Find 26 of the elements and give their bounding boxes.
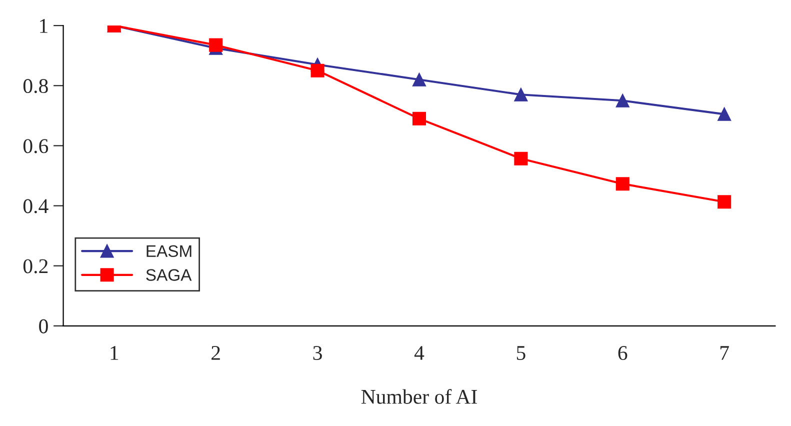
y-tick-label: 0 (39, 319, 48, 334)
point (718, 195, 732, 209)
x-tick-label: 6 (618, 346, 628, 360)
x-tick-label: 2 (212, 346, 220, 360)
y-tick-label: 0.8 (23, 79, 48, 94)
y-tick-label: 0.4 (23, 199, 48, 214)
point (310, 64, 324, 78)
point (514, 152, 528, 166)
point (514, 88, 528, 102)
point (209, 38, 223, 52)
point (412, 112, 426, 126)
legend-label: SAGA (146, 269, 192, 281)
x-tick-label: 3 (313, 346, 322, 360)
x-tick-label: 1 (110, 346, 118, 360)
legend-label: EASM (146, 245, 192, 258)
x-tick-label: 7 (720, 346, 729, 360)
x-tick-label: 4 (414, 346, 424, 360)
y-tick-label: 1 (40, 19, 48, 33)
y-tick-label: 0.6 (23, 139, 48, 154)
point (616, 177, 630, 191)
point (412, 72, 426, 86)
x-axis-title: Number of AI (361, 389, 477, 404)
x-tick-label: 5 (516, 346, 526, 360)
point (718, 107, 732, 121)
point (616, 94, 630, 108)
y-tick-label: 0.2 (23, 259, 48, 274)
